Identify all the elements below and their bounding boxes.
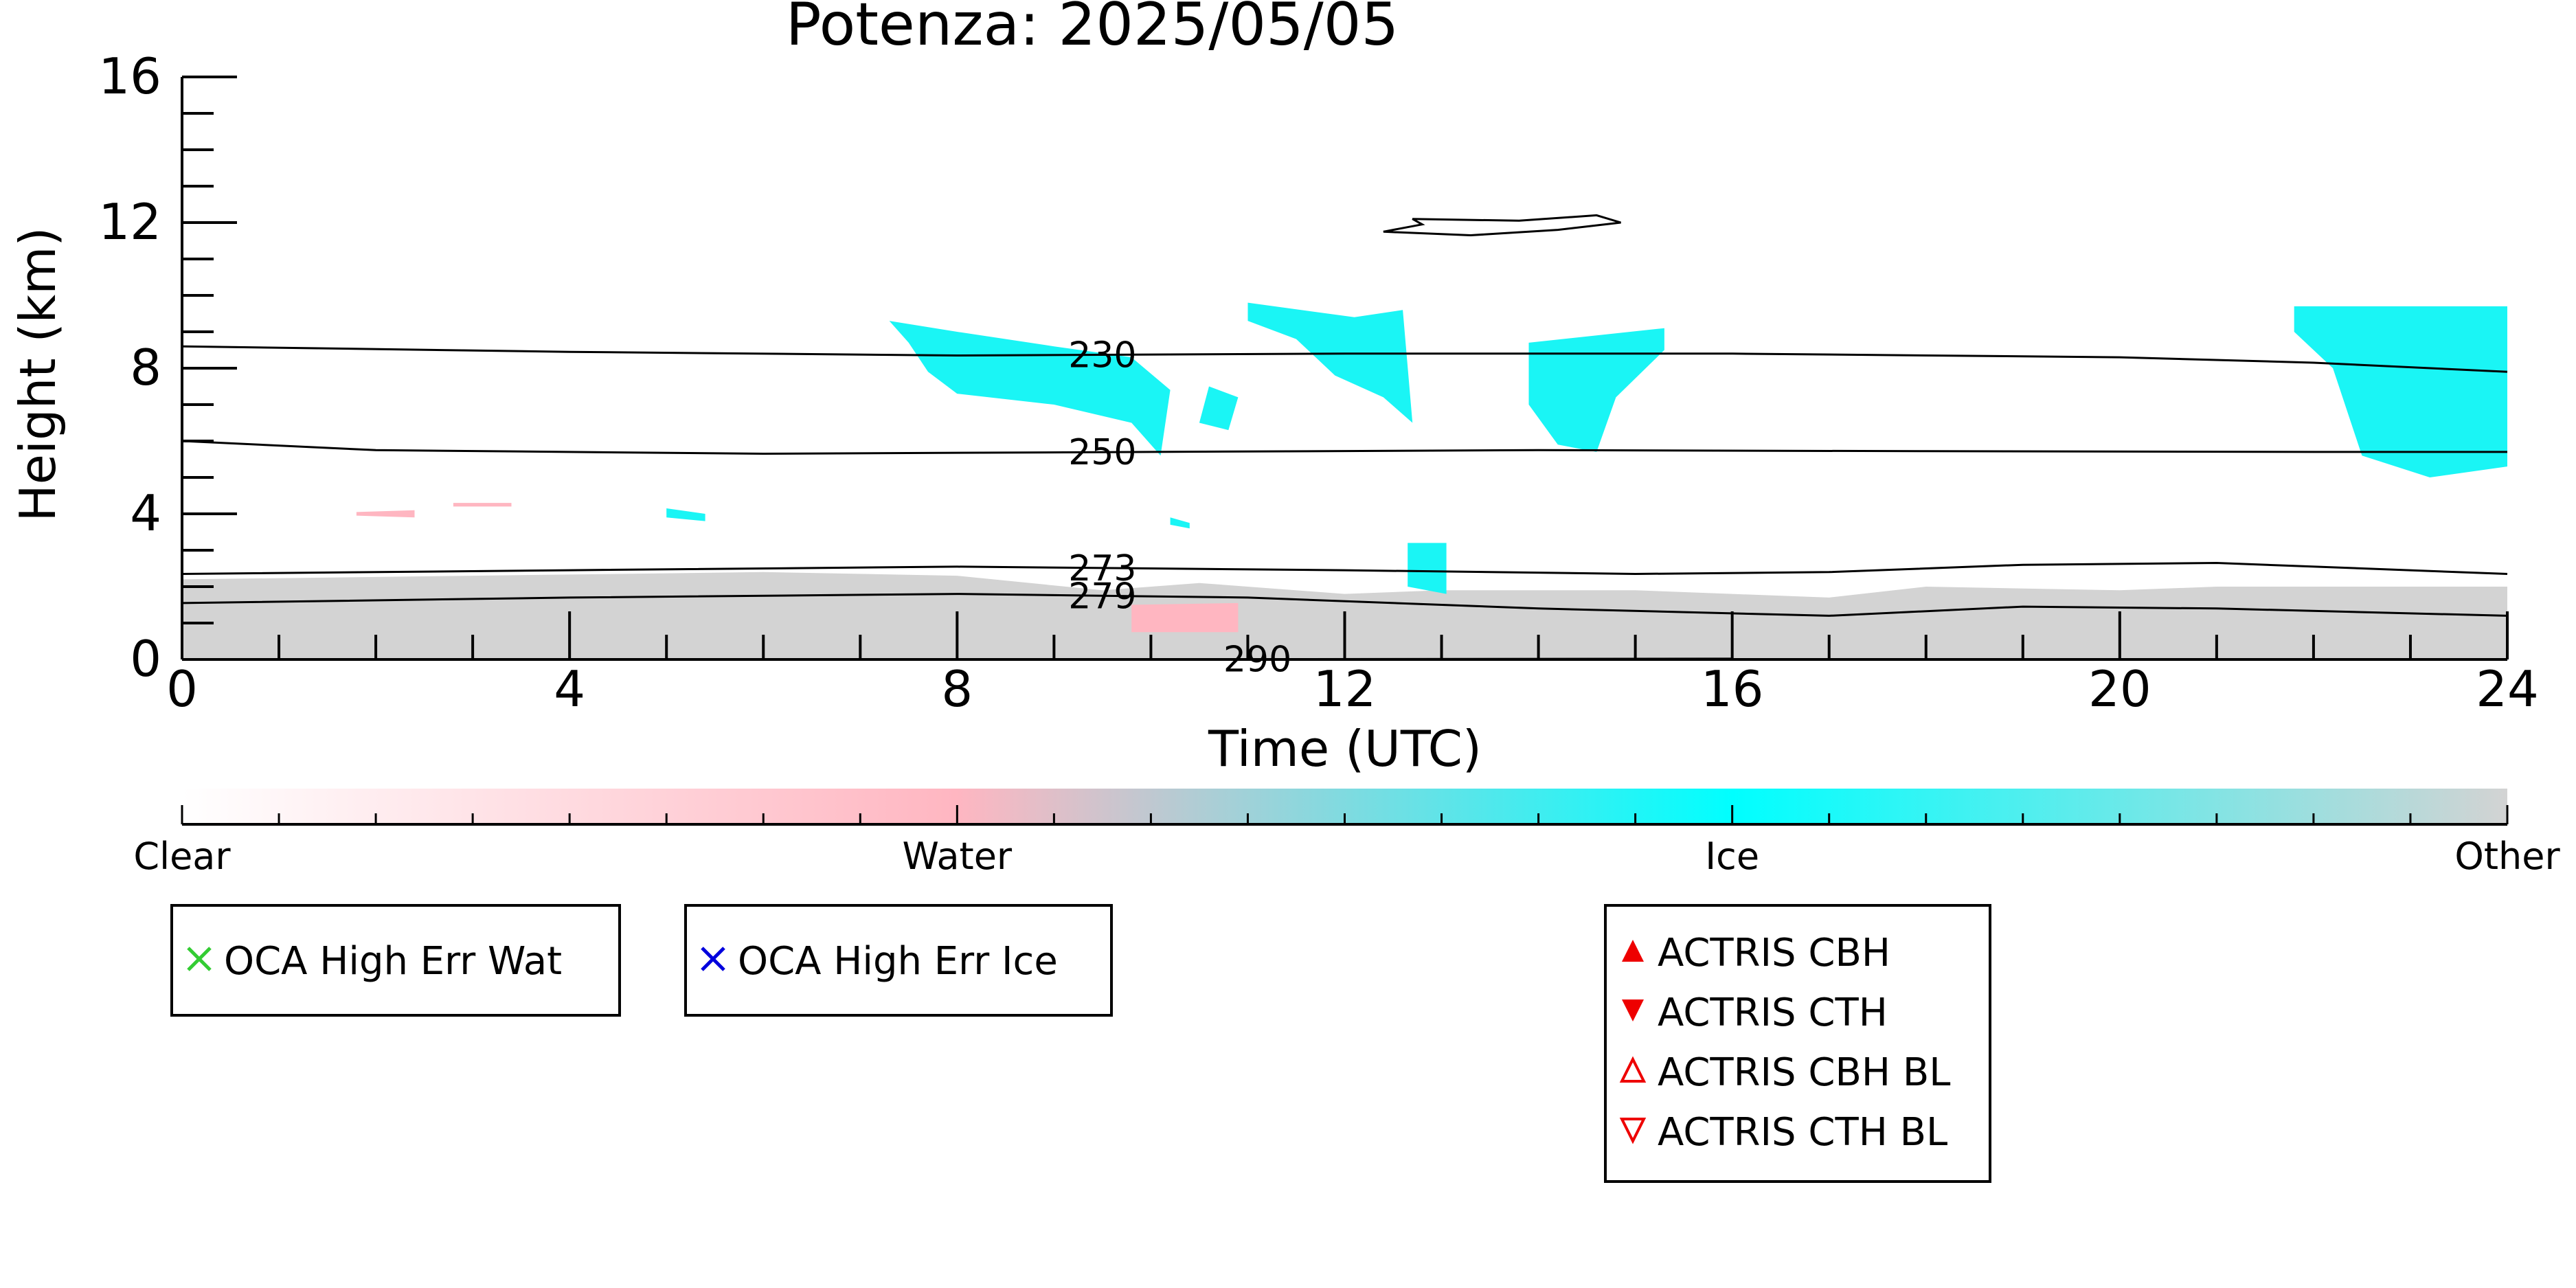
region-ice <box>1528 328 1664 452</box>
legend-entry-label: ACTRIS CTH BL <box>1658 1110 1947 1155</box>
region-water <box>356 510 415 518</box>
y-axis-label: Height (km) <box>9 227 67 522</box>
isotherm-line <box>181 345 2508 373</box>
legend-boxes: OCA High Err Wat OCA High Err Ice ACTRIS C… <box>170 904 1991 1183</box>
colorbar-label: Water <box>903 835 1013 878</box>
legend-entry-label: OCA High Err Wat <box>224 939 562 984</box>
colorbar: Clear Water Ice Other <box>133 789 2560 878</box>
isotherm-label: 273 <box>1068 548 1136 589</box>
colorbar-label: Ice <box>1705 835 1759 878</box>
legend-frame <box>684 904 1113 1017</box>
legend-box: OCA High Err Wat <box>170 904 621 1017</box>
region-ice <box>2294 306 2507 477</box>
isotherm-label: 230 <box>1068 335 1136 376</box>
region-ice <box>1170 517 1190 529</box>
colorbar-label: Other <box>2454 835 2560 878</box>
x-tick-label: 0 <box>166 660 198 718</box>
isotherm-line <box>181 440 2507 455</box>
isotherm-line <box>181 561 2508 576</box>
legend-entry-label: ACTRIS CTH <box>1658 991 1888 1035</box>
high-contour-line <box>1383 214 1621 237</box>
x-tick-label: 16 <box>1701 660 1764 718</box>
legend-box: OCA High Err Ice <box>684 904 1113 1017</box>
triangle-up-outline-icon <box>1619 1056 1647 1083</box>
cloud-regions <box>182 302 2507 659</box>
triangle-up-icon <box>1622 940 1644 962</box>
x-marker-icon <box>701 947 725 971</box>
isotherm-label: 250 <box>1068 432 1136 473</box>
region-ice <box>1408 543 1447 594</box>
x-marker-icon <box>187 947 212 971</box>
x-tick-label: 12 <box>1313 660 1377 718</box>
isotherm-line <box>181 593 2508 617</box>
y-tick-label: 0 <box>130 630 161 688</box>
y-tick-label: 8 <box>130 339 161 396</box>
triangle-down-icon <box>1622 999 1644 1021</box>
region-water <box>1131 602 1239 633</box>
legend-frame <box>170 904 621 1017</box>
region-water <box>453 503 512 507</box>
region-ice <box>1199 386 1239 431</box>
chart-title: Potenza: 2025/05/05 <box>786 0 1399 59</box>
y-tick-label: 12 <box>98 193 161 251</box>
y-tick-label: 4 <box>130 484 161 542</box>
triangle-down-outline-icon <box>1619 1118 1647 1144</box>
colorbar-label: Clear <box>133 835 231 878</box>
x-tick-label: 4 <box>554 660 585 718</box>
region-ice <box>666 508 705 521</box>
x-tick-label: 20 <box>2088 660 2151 718</box>
y-tick-label: 16 <box>98 47 161 105</box>
legend-entry-label: ACTRIS CBH BL <box>1658 1050 1950 1095</box>
legend-entry-label: ACTRIS CBH <box>1658 931 1890 975</box>
legend-box: ACTRIS CBH ACTRIS CTH ACTRIS CBH BL ACTRIS … <box>1604 904 1991 1183</box>
x-axis-label: Time (UTC) <box>1208 720 1482 778</box>
region-ice <box>1247 302 1413 423</box>
isotherm-label: 279 <box>1068 576 1136 617</box>
x-tick-label: 24 <box>2476 660 2539 718</box>
legend-entry-label: OCA High Err Ice <box>738 939 1058 984</box>
legend-frame <box>1604 904 1991 1183</box>
x-tick-label: 8 <box>941 660 973 718</box>
plot-axes: 0 4 8 12 16 0 4 8 12 16 20 24 <box>98 47 2538 718</box>
